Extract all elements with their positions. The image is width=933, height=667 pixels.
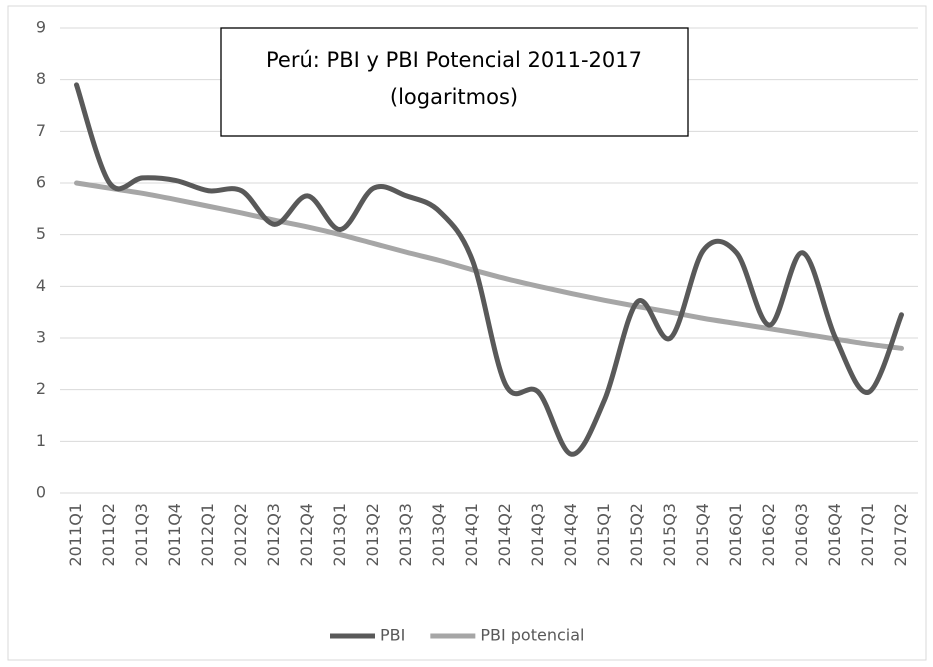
y-tick-label: 1 xyxy=(36,431,46,450)
x-tick-label: 2016Q1 xyxy=(726,503,745,567)
y-tick-label: 4 xyxy=(36,276,46,295)
y-tick-label: 8 xyxy=(36,69,46,88)
x-tick-label: 2014Q1 xyxy=(462,503,481,567)
x-tick-label: 2016Q2 xyxy=(759,503,778,567)
x-tick-label: 2015Q1 xyxy=(594,503,613,567)
plot-area: 0 1 2 3 4 5 6 7 8 9 2011Q1 2011Q2 2011Q3 2011Q4 2012Q1… xyxy=(36,18,918,567)
y-tick-label: 0 xyxy=(36,483,46,502)
legend-label: PBI potencial xyxy=(480,626,584,645)
x-tick-label: 2012Q4 xyxy=(297,503,316,567)
legend-label: PBI xyxy=(380,626,405,645)
y-tick-label: 5 xyxy=(36,224,46,243)
x-tick-label: 2011Q1 xyxy=(66,503,85,567)
x-tick-label: 2014Q4 xyxy=(561,503,580,567)
y-tick-label: 3 xyxy=(36,328,46,347)
x-tick-label: 2015Q2 xyxy=(627,503,646,567)
y-tick-label: 7 xyxy=(36,121,46,140)
x-tick-label: 2013Q3 xyxy=(396,503,415,567)
y-tick-label: 9 xyxy=(36,18,46,37)
title-box xyxy=(220,27,689,137)
x-tick-label: 2013Q4 xyxy=(429,503,448,567)
x-tick-label: 2011Q2 xyxy=(99,503,118,567)
x-tick-label: 2012Q3 xyxy=(264,503,283,567)
line-series xyxy=(74,180,904,351)
x-tick-label: 2011Q4 xyxy=(165,503,184,567)
x-tick-label: 2017Q1 xyxy=(858,503,877,567)
y-tick-label: 2 xyxy=(36,379,46,398)
x-tick-label: 2017Q2 xyxy=(891,503,910,567)
chart-title: Perú: PBI y PBI Potencial 2011-2017 xyxy=(266,48,642,72)
x-tick-label: 2016Q4 xyxy=(825,503,844,567)
x-tick-label: 2014Q3 xyxy=(528,503,547,567)
x-tick-label: 2015Q3 xyxy=(660,503,679,567)
x-tick-label: 2014Q2 xyxy=(495,503,514,567)
x-tick-label: 2013Q1 xyxy=(330,503,349,567)
x-tick-label: 2012Q1 xyxy=(198,503,217,567)
chart-subtitle: (logaritmos) xyxy=(390,85,518,109)
x-tick-label: 2011Q3 xyxy=(132,503,151,567)
y-tick-label: 6 xyxy=(36,173,46,192)
x-tick-label: 2015Q4 xyxy=(693,503,712,567)
line-series xyxy=(74,82,904,457)
x-tick-label: 2012Q2 xyxy=(231,503,250,567)
x-tick-label: 2013Q2 xyxy=(363,503,382,567)
x-tick-label: 2016Q3 xyxy=(792,503,811,567)
